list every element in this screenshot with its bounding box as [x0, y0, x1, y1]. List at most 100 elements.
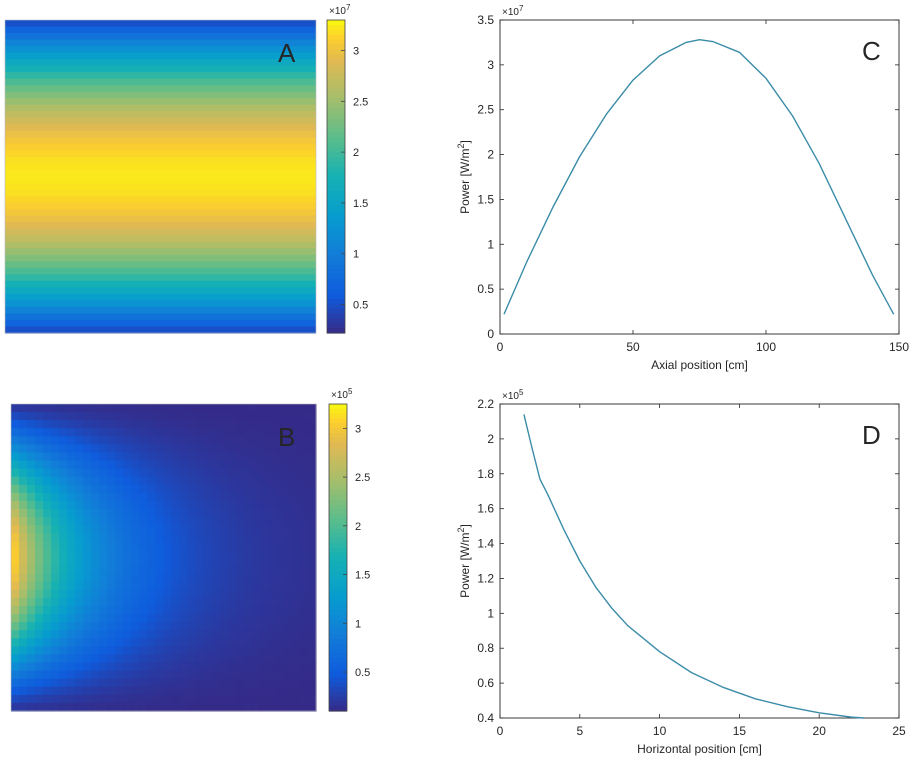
heatmap-cell [67, 702, 76, 712]
heatmap-cell [291, 444, 301, 454]
heatmap-cell [171, 460, 181, 470]
heatmap-cell [75, 646, 84, 656]
heatmap-cell [35, 412, 44, 421]
heatmap-cell [115, 509, 124, 518]
colorbar-swatch [327, 161, 345, 168]
heatmap-cell [83, 444, 92, 454]
heatmap-cell [267, 549, 277, 559]
heatmap-cell [155, 654, 165, 664]
heatmap-cell [291, 500, 301, 510]
heatmap-cell [211, 565, 221, 575]
heatmap-cell [195, 460, 205, 470]
heatmap-cell [259, 436, 269, 445]
colorbar-tick-label: 2 [355, 521, 361, 533]
heatmap-cell [243, 678, 253, 688]
heatmap-cell [291, 565, 301, 575]
heatmap-cell [187, 500, 197, 510]
heatmap-cell [99, 589, 108, 599]
heatmap-cell [243, 646, 253, 656]
heatmap-cell [259, 468, 269, 478]
heatmap-cell [147, 589, 157, 599]
heatmap-cell [115, 492, 124, 502]
heatmap-cell [139, 597, 149, 607]
colorbar-swatch [329, 490, 347, 496]
heatmap-cell [83, 702, 92, 712]
colorbar-tick-label: 1 [355, 618, 361, 630]
heatmap-cell [307, 662, 317, 672]
heatmap-cell [83, 573, 92, 583]
heatmap-cell [107, 670, 116, 680]
heatmap-cell [195, 557, 205, 567]
heatmap-cell [267, 686, 277, 696]
heatmap-cell [59, 541, 68, 551]
heatmap-cell [67, 420, 76, 429]
heatmap-cell [251, 549, 261, 559]
heatmap-cell [187, 460, 197, 470]
heatmap-cell [267, 436, 277, 445]
heatmap-cell [5, 228, 316, 236]
heatmap-cell [51, 605, 60, 615]
heatmap-cell [163, 468, 173, 478]
heatmap-cell [131, 492, 141, 502]
heatmap-cell [75, 622, 84, 631]
heatmap-cell [227, 581, 237, 591]
heatmap-cell [107, 525, 116, 534]
colorbar-swatch [327, 244, 345, 251]
heatmap-cell [243, 581, 253, 591]
heatmap-cell [107, 622, 116, 631]
heatmap-cell [283, 404, 293, 413]
heatmap-cell [139, 484, 149, 494]
heatmap-cell [179, 702, 189, 712]
heatmap-cell [187, 420, 197, 429]
heatmap-cell [139, 428, 149, 437]
heatmap-cell [27, 597, 36, 607]
heatmap-cell [99, 500, 108, 510]
heatmap-cell [131, 428, 141, 437]
heatmap-cell [115, 605, 124, 615]
colorbar-swatch [327, 225, 345, 231]
heatmap-cell [307, 452, 317, 462]
heatmap-cell [275, 573, 285, 583]
heatmap-cell [5, 39, 316, 47]
heatmap-cell [243, 509, 253, 518]
heatmap-cell [275, 589, 285, 599]
heatmap-cell [155, 492, 165, 502]
heatmap-cell [19, 404, 28, 413]
heatmap-cell [259, 460, 269, 470]
heatmap-cell [131, 517, 141, 526]
heatmap-cell [131, 694, 141, 704]
heatmap-cell [139, 509, 149, 518]
heatmap-cell [19, 476, 28, 486]
heatmap-cell [171, 622, 181, 631]
heatmap-cell [51, 589, 60, 599]
heatmap-cell [5, 78, 316, 86]
y-tick-label: 1.8 [477, 467, 494, 481]
heatmap-cell [27, 525, 36, 534]
heatmap-cell [235, 428, 245, 437]
heatmap-cell [115, 581, 124, 591]
heatmap-cell [219, 589, 229, 599]
heatmap-cell [291, 622, 301, 631]
heatmap-cell [203, 476, 213, 486]
heatmap-cell [19, 420, 28, 429]
heatmap-cell [195, 533, 205, 542]
heatmap-cell [179, 638, 189, 647]
heatmap-cell [203, 525, 213, 534]
heatmap-cell [203, 412, 213, 421]
colorbar-swatch [329, 509, 347, 515]
heatmap-cell [43, 500, 52, 510]
colorbar-swatch [327, 88, 345, 94]
colorbar-swatch [329, 432, 347, 439]
heatmap-cell [211, 428, 221, 437]
heatmap-cell [267, 509, 277, 518]
heatmap-cell [147, 678, 157, 688]
heatmap-cell [259, 492, 269, 502]
colorbar-frame [328, 403, 348, 712]
heatmap-cell [155, 517, 165, 526]
heatmap-cell [171, 412, 181, 421]
heatmap-cell [35, 622, 44, 631]
heatmap-cell [211, 484, 221, 494]
y-exponent-power: 7 [519, 4, 524, 13]
heatmap-cell [99, 614, 108, 623]
heatmap-cell [5, 189, 316, 197]
